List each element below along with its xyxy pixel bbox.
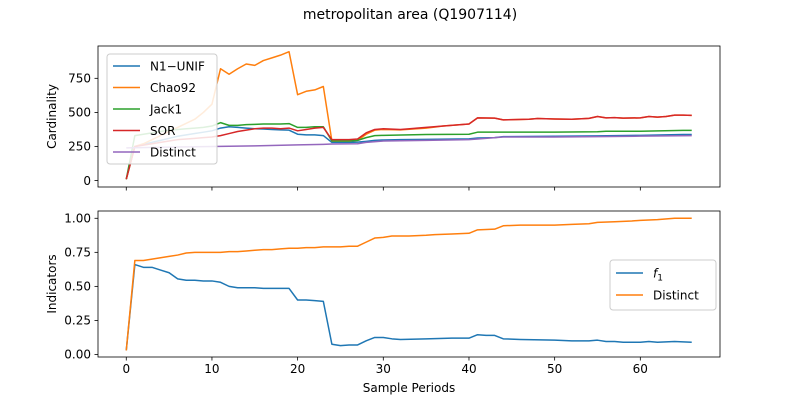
x-tick-label: 50 — [547, 362, 562, 376]
legend-label-f1: f1 — [653, 267, 663, 284]
series-line-distinct — [126, 134, 692, 149]
legend-label-n1-unif: N1−UNIF — [150, 60, 205, 74]
y-tick-label: 500 — [68, 106, 91, 120]
x-tick-label: 30 — [376, 362, 391, 376]
legend-label-sor: SOR — [150, 124, 175, 138]
axes-frame — [97, 45, 721, 188]
x-tick-label: 40 — [461, 362, 476, 376]
legend-box — [106, 53, 218, 165]
y-tick-label: 750 — [68, 72, 91, 86]
series-line-distinct — [125, 217, 692, 351]
x-tick-label: 60 — [633, 362, 648, 376]
y-tick-label: 0.50 — [64, 280, 91, 294]
x-tick-label: 20 — [290, 362, 305, 376]
y-tick-label: 0.75 — [64, 246, 91, 260]
legend: N1−UNIF Chao92 Jack1 SOR Distinct — [106, 53, 218, 165]
y-tick-label: 0.25 — [64, 314, 91, 328]
x-tick-label: 10 — [204, 362, 219, 376]
x-axis-label: Sample Periods — [363, 381, 455, 395]
legend-box — [609, 259, 717, 311]
y-axis-label: Cardinality — [45, 84, 59, 149]
y-tick-label: 0.00 — [64, 348, 91, 362]
cardinality-panel: 0 250 500 750 Cardinality N1−UNIF Chao92 Jack1 S… — [45, 45, 721, 191]
legend-label-distinct: Distinct — [653, 289, 699, 303]
legend-label-chao92: Chao92 — [150, 81, 196, 95]
figure-title: metropolitan area (Q1907114) — [303, 7, 517, 23]
y-axis-label: Indicators — [45, 254, 59, 313]
y-tick-label: 1.00 — [64, 211, 91, 225]
series-line-f1 — [125, 263, 692, 351]
axes-frame — [97, 210, 721, 358]
legend-label-distinct: Distinct — [150, 146, 196, 160]
legend-label-jack1: Jack1 — [149, 103, 182, 117]
series-lines — [125, 217, 692, 351]
y-tick-label: 250 — [68, 140, 91, 154]
x-tick-label: 0 — [122, 362, 130, 376]
indicators-panel: 0 10 20 30 40 50 60 0.00 0.25 0.50 0.75 1.00 Indicat… — [45, 210, 721, 395]
y-tick-label: 0 — [83, 174, 91, 188]
legend: f1 Distinct — [609, 259, 717, 311]
